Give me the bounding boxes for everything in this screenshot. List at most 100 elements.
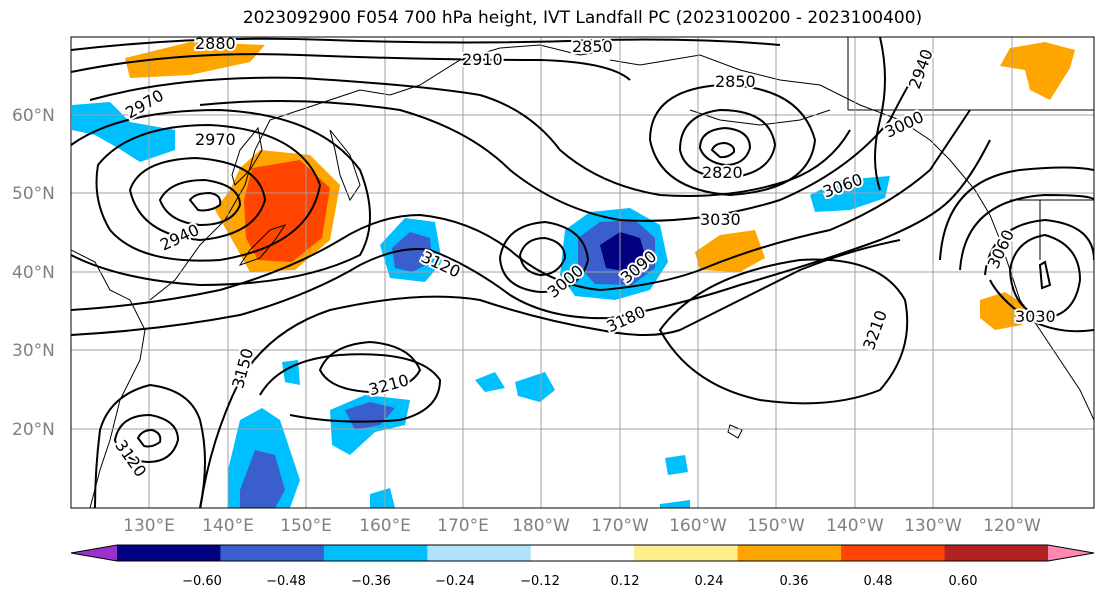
coastline — [727, 424, 743, 439]
longitude-axis: 130°E 140°E 150°E 160°E 170°E 180°W 170°… — [123, 516, 1041, 536]
contour-label: 2880 — [195, 34, 236, 53]
colorbar-tick-label: −0.24 — [435, 574, 475, 589]
height-contour — [71, 37, 781, 51]
colorbar-segment — [220, 545, 325, 561]
height-contour — [648, 83, 817, 197]
colorbar-segment — [944, 545, 1049, 561]
negative-anomaly-patch — [72, 102, 175, 162]
colorbar-outline — [70, 544, 1095, 562]
colorbar-segment — [530, 545, 635, 561]
longitude-label: 140°E — [202, 516, 254, 536]
longitude-label: 140°W — [826, 516, 884, 536]
height-contour — [136, 428, 162, 448]
colorbar-tick-label: −0.48 — [266, 574, 306, 589]
colorbar-tick-label: −0.36 — [351, 574, 391, 589]
contour-label: 3060 — [984, 227, 1018, 272]
contour-label: 3000 — [882, 107, 927, 141]
height-contour — [939, 166, 1094, 261]
coastline — [71, 249, 146, 508]
negative-anomaly-patch — [515, 372, 555, 402]
contour-label: 3030 — [1015, 307, 1056, 326]
height-contour — [1008, 233, 1082, 320]
colorbar-tick-label: 0.12 — [611, 574, 640, 589]
colorbar-tick-label: −0.60 — [182, 574, 222, 589]
longitude-label: 160°W — [669, 516, 727, 536]
positive-anomaly-patch — [244, 160, 330, 262]
colorbar-tick-label: 0.48 — [864, 574, 893, 589]
height-contour — [113, 413, 180, 464]
latitude-axis: 60°N 50°N 40°N 30°N 20°N — [12, 106, 55, 440]
positive-anomaly-patch — [1000, 42, 1075, 100]
height-contour — [874, 37, 886, 191]
height-contour — [158, 178, 242, 227]
map-frame — [70, 36, 1095, 509]
latitude-label: 20°N — [12, 420, 55, 440]
contour-label: 2970 — [195, 130, 236, 149]
positive-anomaly-patch — [125, 42, 265, 78]
colorbar: −0.60 −0.48 −0.36 −0.24 −0.12 0.12 0.24 … — [70, 544, 1095, 589]
coastline — [231, 126, 263, 186]
contour-label: 3180 — [603, 302, 648, 336]
latitude-label: 30°N — [12, 341, 55, 361]
height-contour — [710, 141, 736, 159]
positive-anomaly-patch — [695, 230, 765, 272]
colorbar-tick-label: −0.12 — [520, 574, 560, 589]
colorbar-segment — [737, 545, 842, 561]
coastline — [149, 44, 611, 301]
height-contour — [128, 156, 267, 242]
colorbar-tick-label: 0.60 — [949, 574, 978, 589]
contour-label: 2820 — [702, 163, 743, 182]
height-contour — [498, 220, 590, 294]
longitude-label: 150°E — [280, 516, 332, 536]
height-contours — [71, 37, 1094, 508]
colorbar-segments — [71, 545, 1094, 561]
coastline — [329, 129, 361, 202]
contour-label: 2940 — [905, 47, 937, 92]
contour-label: 3210 — [859, 308, 891, 353]
coastline — [689, 109, 831, 126]
negative-anomaly-patch — [475, 372, 505, 392]
colorbar-tick-label: 0.24 — [695, 574, 724, 589]
negative-anomaly-patch — [370, 488, 395, 508]
height-contour — [199, 49, 931, 222]
height-contour — [94, 383, 206, 508]
contour-label: 2850 — [715, 72, 756, 91]
latitude-label: 50°N — [12, 184, 55, 204]
colorbar-segment — [841, 545, 946, 561]
height-contour — [658, 258, 909, 405]
colorbar-segment — [117, 545, 221, 561]
height-contour — [678, 108, 777, 180]
height-contour — [259, 353, 442, 423]
colorbar-extend-high — [1048, 545, 1094, 561]
height-contour — [989, 279, 1094, 333]
height-contour — [959, 193, 1094, 271]
negative-anomaly-patch — [665, 455, 688, 475]
plot-title: 2023092900 F054 700 hPa height, IVT Land… — [242, 8, 923, 28]
negative-anomaly-patch — [240, 450, 285, 508]
latitude-label: 60°N — [12, 106, 55, 126]
negative-anomaly-patch — [282, 360, 300, 385]
coastline-layer — [71, 37, 1094, 508]
negative-anomaly-patch — [392, 232, 432, 272]
negative-anomaly-patch — [600, 232, 646, 272]
positive-anomaly-patch — [980, 292, 1025, 330]
coastline — [847, 37, 1094, 260]
height-contour — [199, 239, 901, 508]
longitude-label: 170°E — [437, 516, 489, 536]
contour-label: 2850 — [572, 37, 613, 56]
height-contour — [95, 123, 322, 262]
contour-label: 2940 — [157, 220, 202, 254]
height-contour — [71, 53, 631, 81]
colorbar-segment — [323, 545, 428, 561]
negative-anomaly-patch — [660, 500, 690, 508]
height-contour — [71, 109, 971, 311]
height-contour — [984, 218, 1094, 276]
contour-label: 2910 — [462, 50, 503, 69]
contour-label: 3150 — [228, 346, 257, 390]
negative-anomaly-patch — [810, 176, 890, 212]
height-contour — [518, 236, 567, 277]
contour-label: 3120 — [111, 436, 150, 480]
longitude-label: 160°E — [359, 516, 411, 536]
height-contour — [71, 139, 991, 336]
